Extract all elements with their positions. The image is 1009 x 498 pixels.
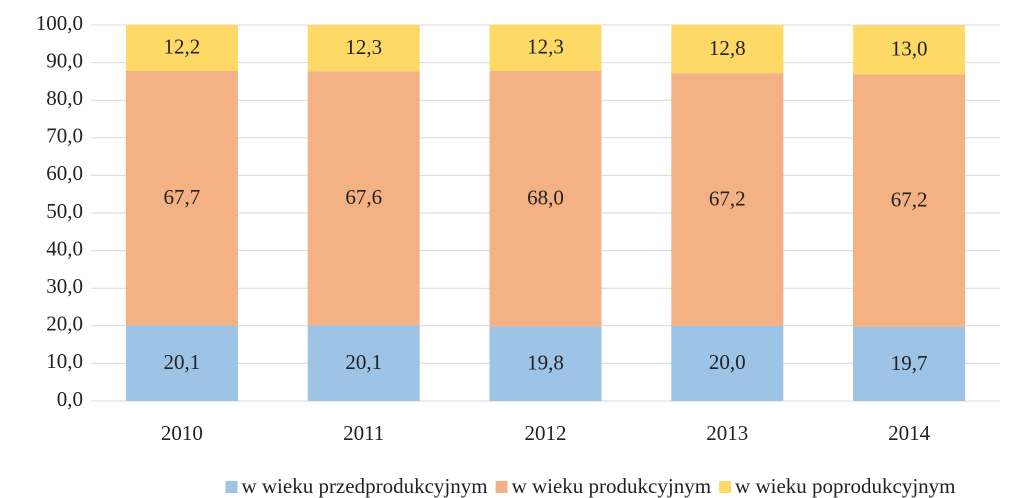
y-tick-label: 40,0 — [46, 236, 83, 260]
legend-label: w wieku przedprodukcyjnym — [241, 474, 487, 498]
bar-segment — [307, 25, 420, 72]
x-tick-label: 2012 — [525, 421, 567, 445]
y-tick-label: 60,0 — [46, 161, 83, 185]
data-label: 67,2 — [709, 186, 746, 210]
bar-segment — [671, 25, 784, 74]
bar-segment — [489, 326, 602, 401]
legend-swatch — [719, 481, 732, 493]
y-tick-label: 0,0 — [57, 387, 83, 411]
data-label: 12,3 — [527, 35, 564, 59]
legend-swatch — [225, 481, 238, 493]
y-tick-label: 70,0 — [46, 124, 83, 148]
bar-segment — [125, 25, 238, 71]
data-label: 13,0 — [891, 37, 928, 61]
data-label: 67,6 — [345, 185, 382, 209]
data-label: 20,0 — [709, 350, 746, 374]
data-label: 68,0 — [527, 186, 564, 210]
bar-segment — [307, 71, 420, 326]
data-label: 12,2 — [164, 35, 201, 59]
x-tick-label: 2013 — [706, 421, 748, 445]
y-tick-label: 10,0 — [46, 349, 83, 373]
data-label: 20,1 — [345, 350, 382, 374]
bar-segment — [853, 25, 966, 75]
y-tick-label: 20,0 — [46, 312, 83, 336]
x-tick-label: 2011 — [343, 421, 384, 445]
bar-segment — [853, 326, 966, 401]
data-label: 19,8 — [527, 351, 564, 375]
y-tick-label: 100,0 — [36, 11, 83, 35]
data-label: 12,3 — [345, 35, 382, 59]
bar-segment — [125, 325, 238, 401]
data-label: 67,7 — [164, 185, 201, 209]
y-tick-label: 90,0 — [46, 48, 83, 72]
bar-segment — [671, 73, 784, 326]
y-tick-label: 50,0 — [46, 199, 83, 223]
bar-segment — [853, 74, 966, 327]
data-label: 12,8 — [709, 36, 746, 60]
legend-label: w wieku produkcyjnym — [512, 474, 711, 498]
bar-segment — [489, 24, 602, 71]
legend-label: w wieku poprodukcyjnym — [735, 474, 955, 498]
y-tick-label: 30,0 — [46, 274, 83, 298]
bar-segment — [671, 325, 784, 401]
x-tick-label: 2014 — [888, 421, 931, 445]
data-label: 19,7 — [891, 351, 928, 375]
x-tick-label: 2010 — [161, 421, 203, 445]
bar-segment — [489, 70, 602, 327]
bar-segment — [307, 325, 420, 401]
legend-swatch — [495, 481, 508, 493]
y-tick-label: 80,0 — [46, 86, 83, 110]
data-label: 67,2 — [891, 187, 928, 211]
bar-segment — [125, 70, 238, 326]
data-label: 20,1 — [164, 350, 201, 374]
